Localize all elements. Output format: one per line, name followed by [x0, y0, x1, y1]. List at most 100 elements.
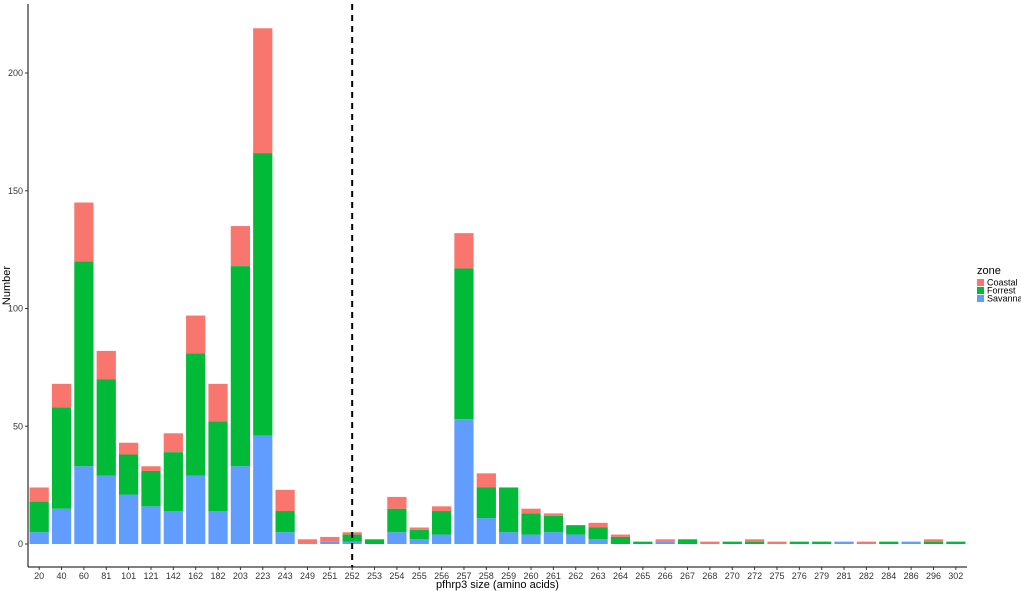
bar-savannah-254	[387, 532, 407, 544]
bar-savannah-203	[230, 466, 251, 544]
x-tick-label: 264	[613, 571, 628, 581]
legend-label-forrest: Forrest	[987, 286, 1016, 296]
bar-forrest-60	[74, 261, 94, 467]
bar-forrest-121	[141, 471, 161, 507]
bar-forrest-263	[588, 527, 608, 540]
x-tick-label: 265	[635, 571, 650, 581]
x-tick-label: 256	[434, 571, 449, 581]
x-tick-label: 258	[479, 571, 494, 581]
bar-forrest-253	[364, 539, 385, 544]
bar-savannah-259	[499, 532, 519, 544]
bar-forrest-272	[744, 541, 765, 544]
bar-savannah-182	[208, 511, 228, 544]
bar-forrest-258	[476, 487, 496, 519]
bar-coastal-142	[163, 433, 183, 453]
y-tick-label: 100	[8, 304, 23, 314]
bar-savannah-256	[431, 534, 452, 544]
y-tick-label: 150	[8, 186, 23, 196]
bar-savannah-260	[521, 534, 541, 544]
y-tick-label: 0	[18, 539, 23, 549]
bar-coastal-81	[96, 350, 116, 380]
bar-forrest-255	[409, 529, 429, 540]
bar-savannah-20	[29, 532, 49, 544]
y-tick-label: 50	[13, 421, 23, 431]
x-tick-label: 249	[300, 571, 315, 581]
bar-forrest-264	[610, 536, 631, 544]
bar-savannah-142	[163, 511, 183, 544]
bar-forrest-182	[208, 421, 228, 512]
x-tick-label: 255	[412, 571, 427, 581]
x-tick-label: 203	[233, 571, 248, 581]
bar-coastal-257	[454, 233, 474, 269]
x-tick-label: 182	[211, 571, 226, 581]
bar-forrest-142	[163, 452, 183, 512]
bar-savannah-251	[320, 541, 340, 544]
bar-coastal-121	[141, 466, 161, 471]
bar-forrest-101	[118, 454, 139, 495]
bar-forrest-257	[454, 268, 474, 420]
bar-savannah-121	[141, 506, 161, 544]
legend-label-coastal: Coastal	[987, 278, 1018, 288]
x-tick-label: 296	[926, 571, 941, 581]
x-tick-label: 20	[34, 571, 44, 581]
y-tick-label: 200	[8, 68, 23, 78]
bar-savannah-263	[588, 539, 608, 544]
bar-coastal-258	[476, 473, 496, 488]
bar-savannah-261	[543, 532, 564, 544]
bar-savannah-101	[118, 494, 139, 544]
bar-savannah-60	[74, 466, 94, 544]
x-tick-label: 142	[166, 571, 181, 581]
x-tick-label: 40	[57, 571, 67, 581]
bar-forrest-284	[879, 541, 899, 544]
bar-forrest-270	[722, 541, 742, 544]
bar-coastal-272	[744, 539, 765, 542]
legend-title: zone	[977, 265, 1001, 277]
x-tick-label: 261	[546, 571, 561, 581]
bar-coastal-40	[51, 383, 72, 408]
bar-forrest-81	[96, 379, 116, 476]
x-tick-label: 302	[948, 571, 963, 581]
y-axis-title: Number	[1, 266, 13, 305]
legend-swatch-forrest	[977, 287, 984, 294]
x-tick-label: 251	[322, 571, 337, 581]
bar-coastal-243	[275, 489, 295, 512]
bar-forrest-261	[543, 515, 564, 533]
bar-coastal-162	[186, 315, 206, 354]
bar-forrest-20	[29, 501, 49, 533]
legend-label-savannah: Savannah	[987, 294, 1021, 304]
bar-savannah-243	[275, 532, 295, 544]
x-tick-label: 81	[101, 571, 111, 581]
x-tick-label: 257	[456, 571, 471, 581]
x-tick-label: 279	[814, 571, 829, 581]
x-tick-label: 243	[278, 571, 293, 581]
bar-coastal-203	[230, 226, 251, 267]
x-tick-label: 267	[680, 571, 695, 581]
bar-forrest-296	[923, 541, 944, 544]
x-tick-label: 281	[837, 571, 852, 581]
bar-forrest-267	[677, 539, 698, 544]
bar-forrest-40	[51, 407, 72, 509]
bar-forrest-243	[275, 511, 295, 533]
x-tick-label: 275	[769, 571, 784, 581]
x-tick-label: 266	[658, 571, 673, 581]
x-tick-label: 259	[501, 571, 516, 581]
x-tick-label: 101	[121, 571, 136, 581]
bar-forrest-252	[342, 534, 362, 542]
bar-forrest-203	[230, 266, 251, 467]
bar-savannah-266	[655, 541, 675, 544]
bar-coastal-261	[543, 513, 564, 516]
bar-savannah-162	[186, 475, 206, 544]
x-tick-label: 276	[792, 571, 807, 581]
legend-swatch-coastal	[977, 279, 984, 286]
bar-coastal-282	[856, 541, 877, 544]
bar-forrest-279	[812, 541, 832, 544]
bar-coastal-264	[610, 534, 631, 537]
bar-forrest-256	[431, 511, 452, 535]
x-tick-label: 252	[345, 571, 360, 581]
axes-layer: 0 50 100 150 200 20 40 60 81 101 121 142 162 182 203 22…	[8, 4, 967, 581]
bar-coastal-256	[431, 506, 452, 512]
x-tick-label: 272	[747, 571, 762, 581]
bar-coastal-182	[208, 383, 228, 422]
bar-forrest-262	[566, 525, 586, 535]
